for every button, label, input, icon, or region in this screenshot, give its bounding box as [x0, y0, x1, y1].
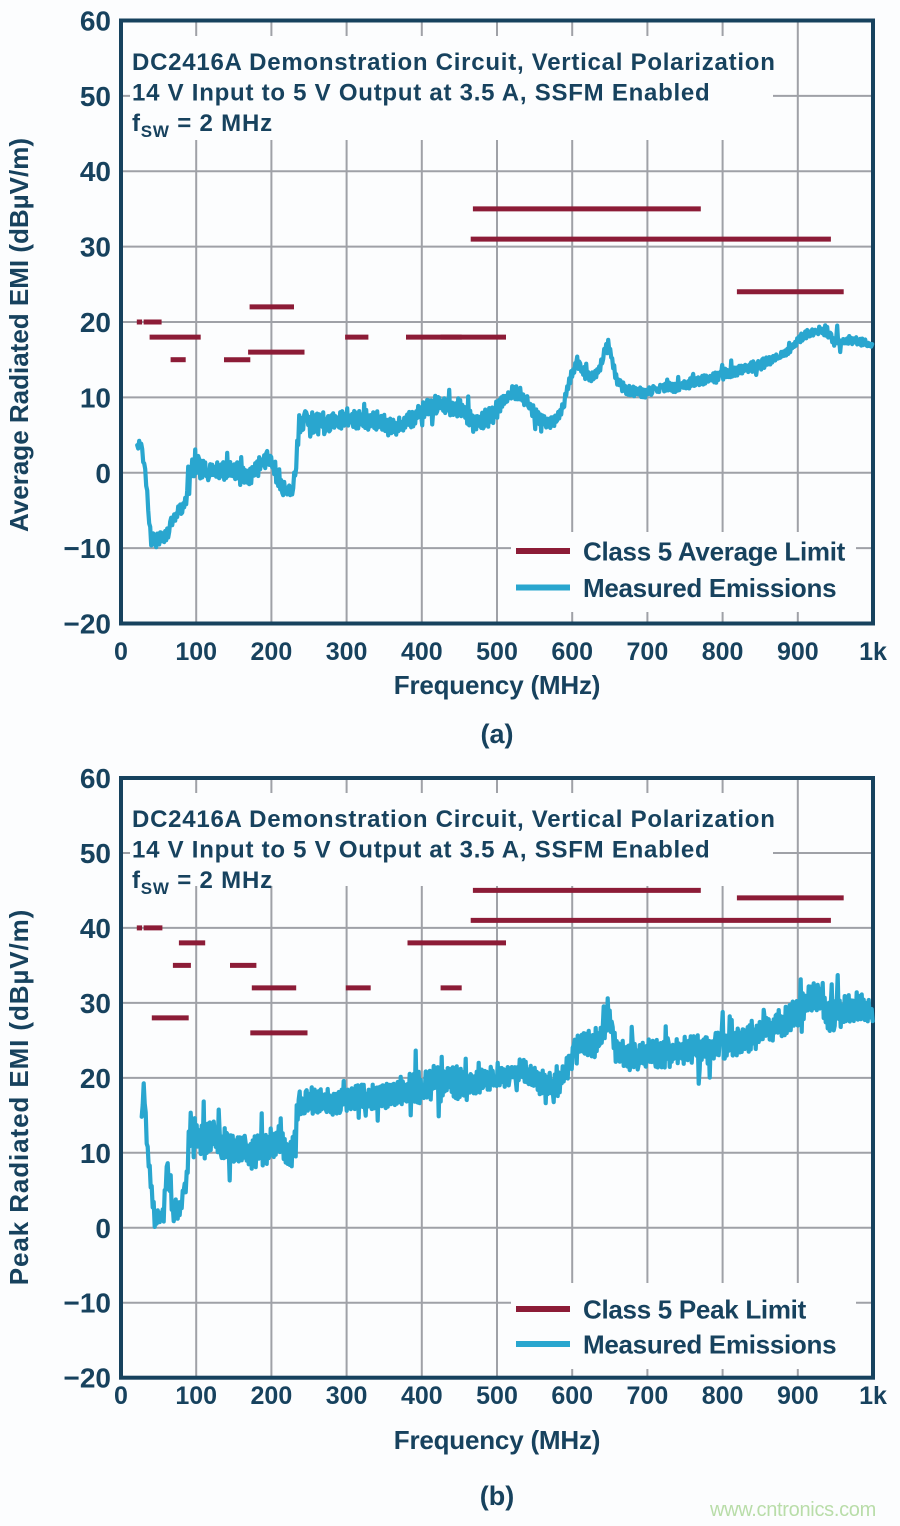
svg-text:100: 100: [175, 638, 217, 666]
svg-text:400: 400: [401, 638, 443, 666]
svg-text:−20: −20: [64, 1363, 112, 1394]
svg-text:900: 900: [777, 1382, 819, 1410]
svg-text:700: 700: [627, 638, 669, 666]
svg-text:800: 800: [702, 638, 744, 666]
svg-text:0: 0: [114, 638, 128, 666]
svg-text:40: 40: [80, 156, 111, 187]
svg-text:0: 0: [95, 458, 111, 489]
svg-text:600: 600: [551, 638, 593, 666]
svg-text:Class 5 Peak Limit: Class 5 Peak Limit: [583, 1295, 807, 1325]
svg-text:Measured Emissions: Measured Emissions: [583, 1330, 836, 1360]
svg-text:Frequency (MHz): Frequency (MHz): [394, 1425, 600, 1455]
svg-text:900: 900: [777, 638, 819, 666]
svg-text:0: 0: [114, 1382, 128, 1410]
svg-text:30: 30: [80, 988, 111, 1019]
svg-text:Measured Emissions: Measured Emissions: [583, 573, 836, 603]
svg-text:30: 30: [80, 232, 111, 263]
svg-text:400: 400: [401, 1382, 443, 1410]
svg-text:50: 50: [80, 838, 111, 869]
svg-text:−10: −10: [64, 1288, 112, 1319]
svg-text:(b): (b): [480, 1481, 514, 1511]
svg-text:−10: −10: [64, 533, 112, 564]
svg-text:fSW = 2 MHz: fSW = 2 MHz: [132, 110, 273, 141]
svg-text:14 V Input to 5 V Output at 3.: 14 V Input to 5 V Output at 3.5 A, SSFM …: [132, 80, 710, 107]
svg-text:0: 0: [95, 1213, 111, 1244]
svg-text:Peak Radiated EMI (dBµV/m): Peak Radiated EMI (dBµV/m): [4, 909, 34, 1285]
svg-text:60: 60: [80, 763, 111, 794]
svg-text:700: 700: [627, 1382, 669, 1410]
svg-text:Class 5 Average Limit: Class 5 Average Limit: [583, 537, 846, 567]
svg-text:500: 500: [476, 1382, 518, 1410]
svg-text:20: 20: [80, 1063, 111, 1094]
svg-text:−20: −20: [64, 609, 112, 640]
svg-text:300: 300: [326, 1382, 368, 1410]
svg-text:800: 800: [702, 1382, 744, 1410]
svg-text:Average Radiated EMI (dBµV/m): Average Radiated EMI (dBµV/m): [4, 138, 34, 532]
svg-text:50: 50: [80, 81, 111, 112]
svg-text:fSW = 2 MHz: fSW = 2 MHz: [132, 867, 273, 898]
svg-text:500: 500: [476, 638, 518, 666]
svg-text:200: 200: [251, 638, 293, 666]
svg-text:14 V Input to 5 V Output at 3.: 14 V Input to 5 V Output at 3.5 A, SSFM …: [132, 837, 710, 864]
svg-text:10: 10: [80, 1138, 111, 1169]
svg-text:(a): (a): [481, 719, 514, 749]
svg-text:www.cntronics.com: www.cntronics.com: [709, 1499, 876, 1521]
svg-text:1k: 1k: [859, 638, 887, 666]
svg-text:60: 60: [80, 6, 111, 37]
svg-text:DC2416A Demonstration Circuit,: DC2416A Demonstration Circuit, Vertical …: [132, 806, 776, 833]
svg-text:Frequency (MHz): Frequency (MHz): [394, 670, 600, 700]
svg-text:600: 600: [551, 1382, 593, 1410]
svg-text:300: 300: [326, 638, 368, 666]
svg-text:100: 100: [175, 1382, 217, 1410]
svg-text:20: 20: [80, 307, 111, 338]
svg-text:40: 40: [80, 913, 111, 944]
svg-text:10: 10: [80, 382, 111, 413]
svg-text:200: 200: [251, 1382, 293, 1410]
svg-text:DC2416A Demonstration Circuit,: DC2416A Demonstration Circuit, Vertical …: [132, 49, 776, 76]
svg-text:1k: 1k: [859, 1382, 887, 1410]
